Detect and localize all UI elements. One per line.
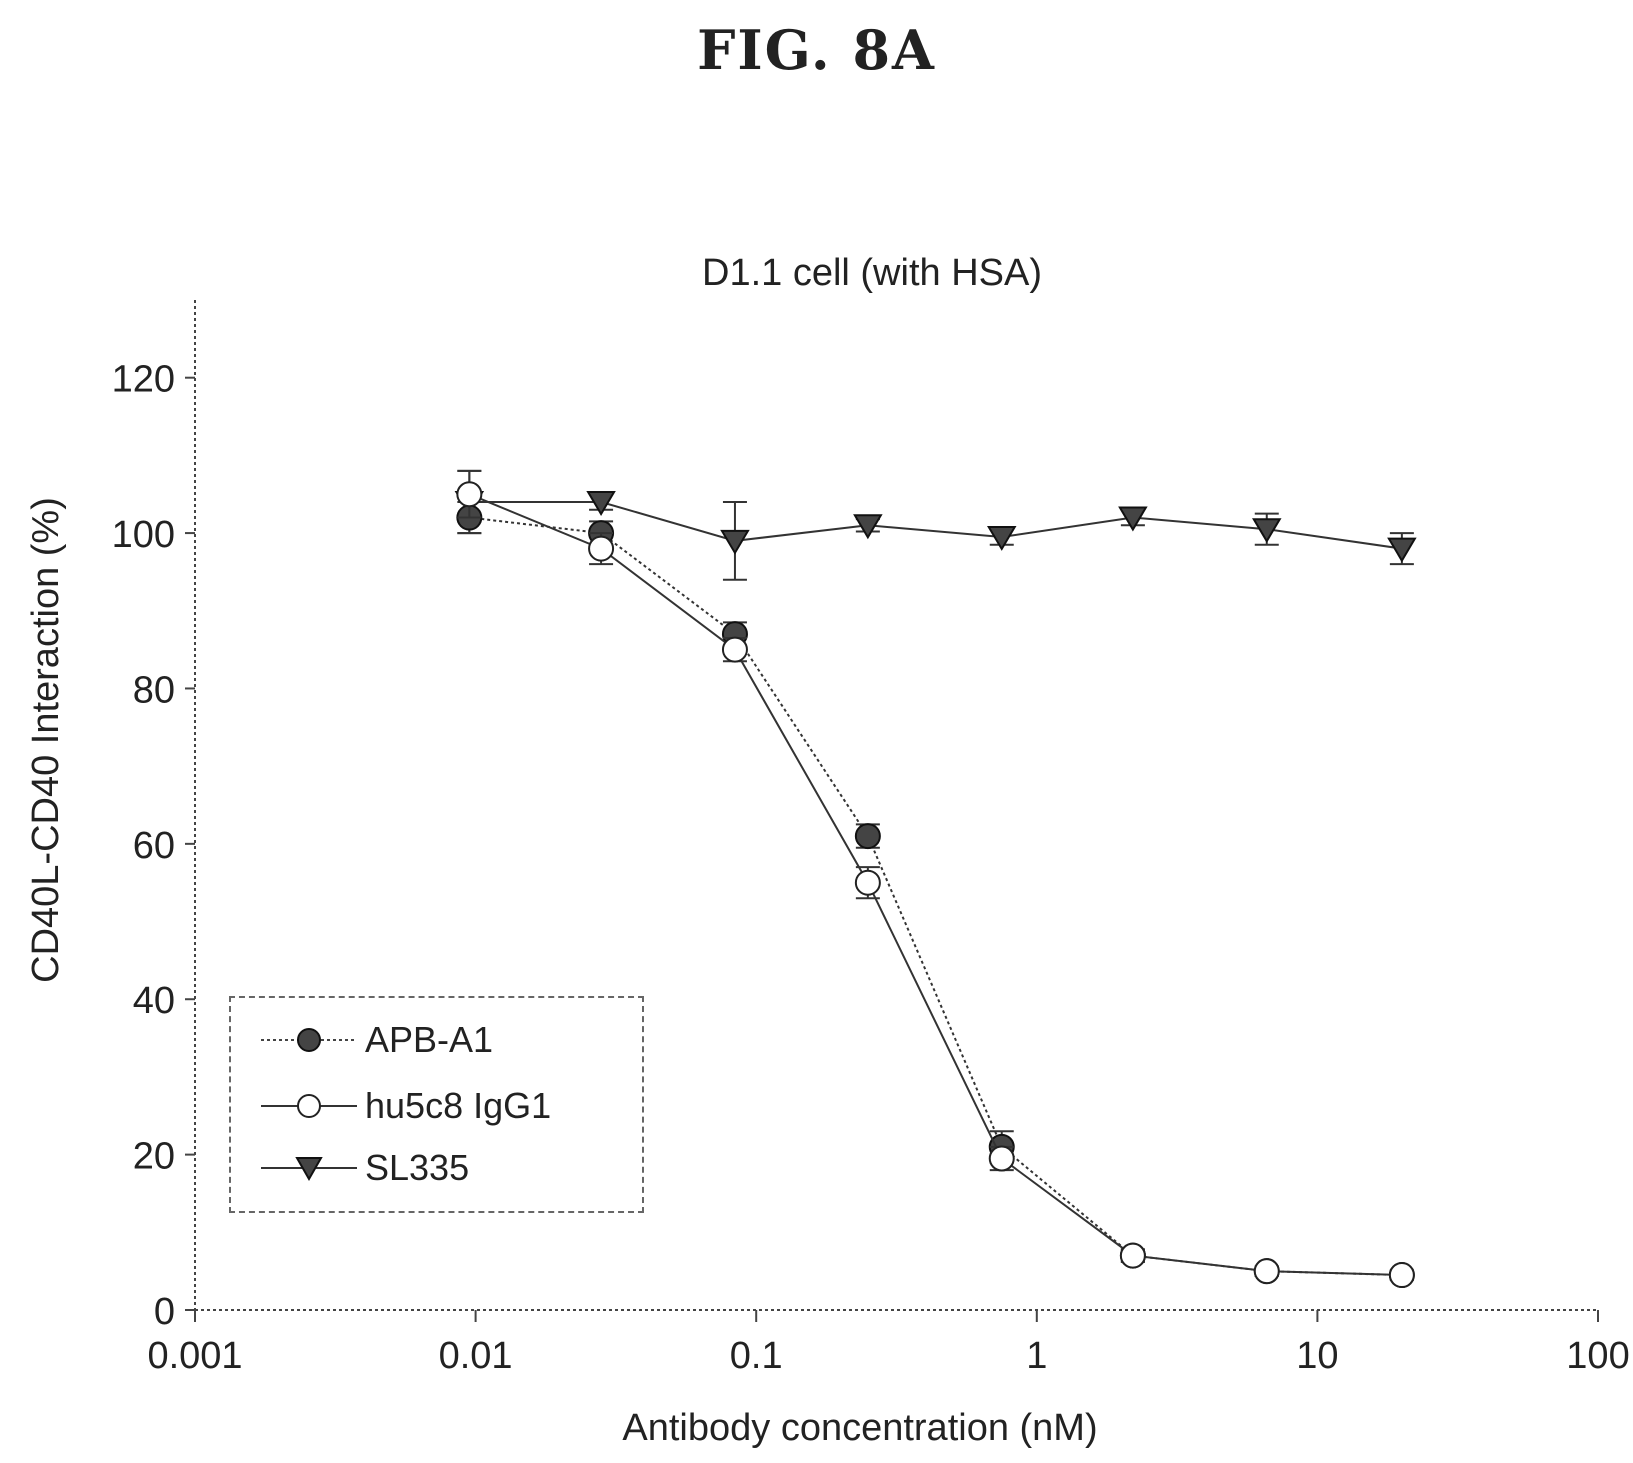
data-point	[1119, 1242, 1146, 1269]
legend-item-sl335: SL335	[259, 1147, 470, 1188]
data-point	[1252, 518, 1282, 544]
series-hu5c8-igg1	[456, 469, 1415, 1289]
data-point	[1388, 1262, 1415, 1289]
y-tick-label: 40	[133, 980, 175, 1022]
data-point	[854, 869, 881, 896]
data-point	[586, 491, 616, 516]
x-tick-label: 100	[1566, 1335, 1629, 1377]
data-point	[1253, 1258, 1280, 1285]
chart-legend: APB-A1 hu5c8 IgG1 SL335	[229, 996, 644, 1213]
legend-label: hu5c8 IgG1	[365, 1085, 552, 1126]
y-tick-label: 120	[112, 359, 175, 401]
data-point	[456, 481, 483, 508]
x-tick-label: 10	[1296, 1335, 1338, 1377]
y-tick-label: 100	[112, 514, 175, 556]
chart-title: D1.1 cell (with HSA)	[702, 252, 1042, 294]
x-tick-label: 0.1	[730, 1335, 783, 1377]
data-point	[853, 514, 883, 540]
triangle-down-marker-icon	[261, 1157, 357, 1182]
y-tick-label: 0	[154, 1291, 175, 1333]
y-tick-label: 20	[133, 1136, 175, 1178]
legend-item-hu5c8-igg1: hu5c8 IgG1	[259, 1085, 552, 1126]
series-line	[468, 493, 1402, 1277]
data-point	[588, 535, 615, 562]
series-line	[469, 501, 1403, 550]
legend-label: SL335	[365, 1147, 470, 1188]
open-circle-marker-icon	[261, 1094, 357, 1118]
data-point	[854, 823, 881, 850]
data-point	[986, 525, 1017, 551]
series-sl335	[454, 469, 1417, 581]
y-tick-label: 80	[133, 669, 175, 711]
y-axis-label: CD40L-CD40 Interaction (%)	[25, 497, 67, 983]
x-axis-label: Antibody concentration (nM)	[622, 1407, 1097, 1449]
x-tick-label: 1	[1026, 1335, 1047, 1377]
data-point	[720, 529, 750, 555]
legend-label: APB-A1	[365, 1019, 494, 1060]
figure-label: FIG. 8A	[697, 18, 936, 82]
filled-circle-marker-icon	[261, 1028, 357, 1052]
x-tick-label: 0.001	[147, 1335, 242, 1377]
data-point	[988, 1145, 1015, 1172]
data-point	[1118, 506, 1148, 532]
y-tick-label: 60	[133, 825, 175, 867]
legend-item-apb-a1: APB-A1	[259, 1019, 494, 1060]
x-tick-label: 0.01	[439, 1335, 513, 1377]
data-point	[1387, 537, 1417, 563]
data-point	[721, 636, 748, 663]
